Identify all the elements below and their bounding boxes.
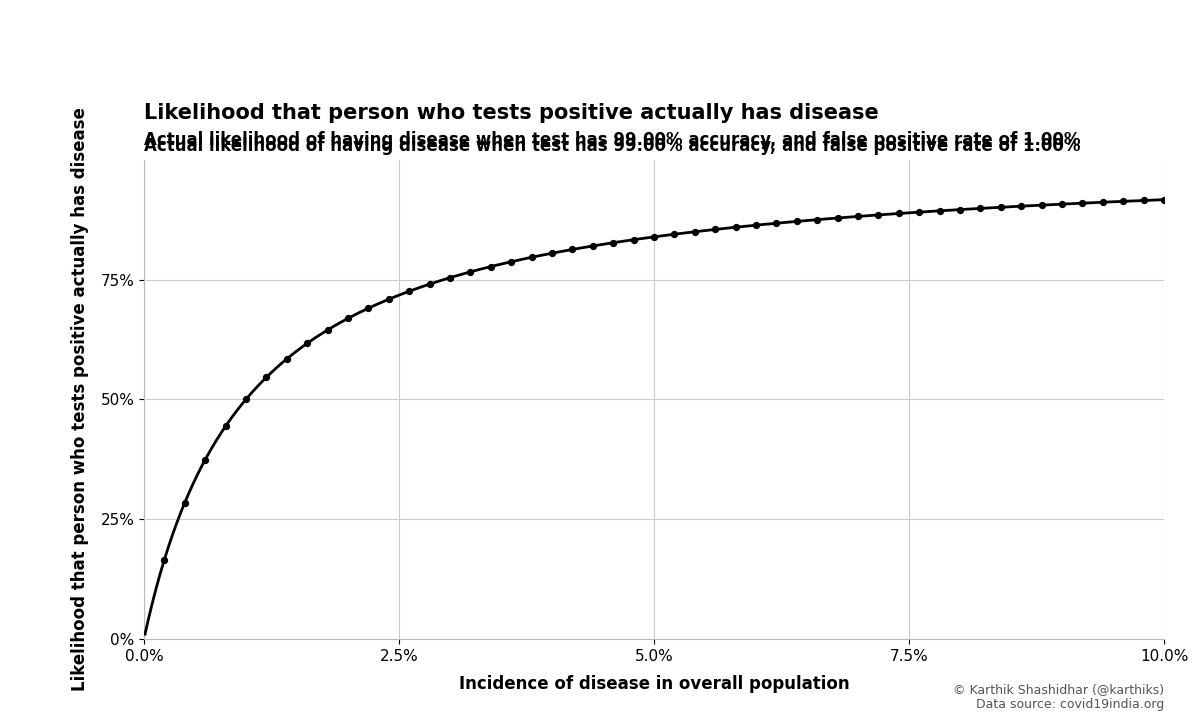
Point [604, 237, 623, 248]
Point [706, 224, 725, 235]
Point [400, 285, 419, 297]
Point [379, 293, 398, 305]
Point [828, 212, 847, 224]
Point [848, 211, 868, 222]
Text: © Karthik Shashidhar (@karthiks)
Data source: covid19india.org: © Karthik Shashidhar (@karthiks) Data so… [953, 683, 1164, 711]
Point [889, 208, 908, 219]
X-axis label: Incidence of disease in overall population: Incidence of disease in overall populati… [458, 674, 850, 693]
Point [644, 231, 664, 242]
Point [746, 219, 766, 231]
Point [481, 261, 500, 272]
Point [216, 420, 235, 432]
Point [869, 209, 888, 221]
Point [726, 221, 745, 233]
Point [1093, 197, 1112, 208]
Y-axis label: Likelihood that person who tests positive actually has disease: Likelihood that person who tests positiv… [71, 107, 89, 691]
Point [808, 214, 827, 226]
Point [542, 248, 562, 259]
Point [1134, 195, 1153, 206]
Point [440, 272, 460, 283]
Point [502, 256, 521, 268]
Point [910, 206, 929, 218]
Point [196, 454, 215, 465]
Text: Likelihood that person who tests positive actually has disease: Likelihood that person who tests positiv… [144, 103, 878, 123]
Point [787, 216, 806, 227]
Point [930, 205, 949, 216]
Point [563, 244, 582, 256]
Point [1012, 200, 1031, 212]
Point [991, 201, 1010, 213]
Point [1073, 197, 1092, 209]
Point [624, 234, 643, 245]
Point [1032, 200, 1051, 211]
Point [685, 226, 704, 237]
Point [236, 393, 256, 405]
Point [1114, 195, 1133, 207]
Text: Actual likelihood of having disease when test has 99.00% accuracy, and false pos: Actual likelihood of having disease when… [144, 137, 1080, 155]
Point [522, 251, 541, 263]
Point [461, 266, 480, 277]
Point [767, 217, 786, 229]
Point [318, 324, 337, 335]
Point [257, 372, 276, 383]
Point [583, 240, 602, 252]
Point [277, 353, 296, 364]
Point [971, 203, 990, 214]
Point [298, 338, 317, 349]
Point [1154, 194, 1174, 205]
Text: Actual likelihood of having disease when test has 99.00% accuracy, and false pos: Actual likelihood of having disease when… [144, 131, 1080, 149]
Point [338, 313, 358, 325]
Point [420, 278, 439, 290]
Point [950, 204, 970, 216]
Point [665, 229, 684, 240]
Point [1052, 198, 1072, 210]
Point [175, 497, 194, 508]
Point [155, 554, 174, 566]
Point [359, 303, 378, 314]
